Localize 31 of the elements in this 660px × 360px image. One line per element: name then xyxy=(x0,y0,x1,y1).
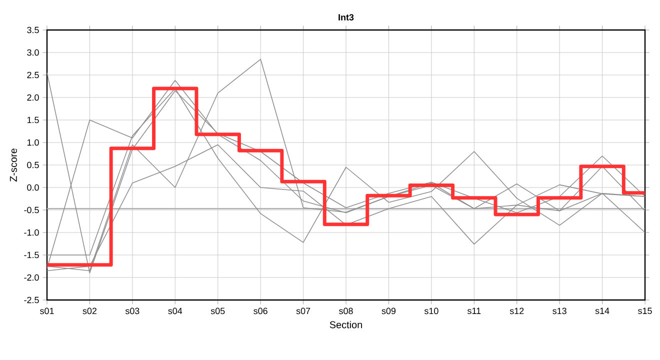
y-tick-label: -0.5 xyxy=(24,206,39,214)
x-tick-label: s04 xyxy=(168,308,182,314)
y-tick-label: -2.5 xyxy=(24,296,39,304)
x-axis-title: Section xyxy=(330,320,362,328)
y-tick-label: 2.5 xyxy=(27,72,39,78)
x-tick-label: s06 xyxy=(254,308,268,314)
y-axis-title: Z-score xyxy=(10,148,17,182)
x-tick-label: s11 xyxy=(468,308,481,314)
y-tick-label: 1.0 xyxy=(27,139,39,146)
chart-title: Int3 xyxy=(338,14,354,20)
y-tick-label: 2.0 xyxy=(27,94,39,101)
x-tick-label: s15 xyxy=(638,308,652,314)
y-tick-label: 3.0 xyxy=(27,49,39,56)
x-tick-label: s14 xyxy=(595,308,610,314)
x-tick-label: s07 xyxy=(296,308,310,314)
x-tick-label: s05 xyxy=(210,308,225,314)
y-tick-label: -2.0 xyxy=(24,274,39,281)
x-tick-label: s12 xyxy=(510,308,524,314)
x-tick-label: s10 xyxy=(424,308,438,314)
y-tick-label: -1.0 xyxy=(24,229,39,236)
x-tick-label: s02 xyxy=(82,308,96,314)
y-tick-label: 0.5 xyxy=(27,162,39,168)
x-tick-label: s08 xyxy=(339,308,353,314)
x-tick-label: s13 xyxy=(552,308,566,314)
y-tick-label: 3.5 xyxy=(27,26,39,34)
x-tick-label: s03 xyxy=(125,308,140,314)
y-tick-label: 0.0 xyxy=(27,184,39,191)
y-tick-label: 1.5 xyxy=(27,116,39,124)
x-tick-label: s09 xyxy=(382,308,396,314)
x-tick-label: s01 xyxy=(40,308,54,314)
y-tick-label: -1.5 xyxy=(24,252,39,258)
